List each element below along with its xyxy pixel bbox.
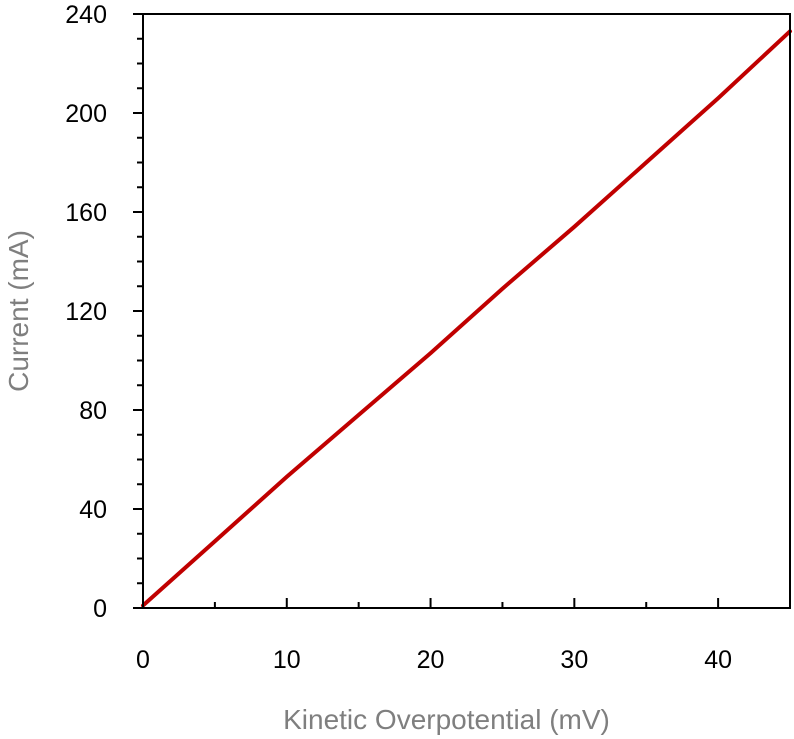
tick-labels: 0 40 80 120 160 200 240 0 10 20 30 40 [65,1,732,674]
plot-frame [142,13,791,609]
y-tick-label: 200 [65,100,107,128]
x-tick-label: 0 [136,646,150,674]
y-tick-label: 160 [65,199,107,227]
x-tick-label: 10 [273,646,301,674]
series-group [141,29,792,608]
x-axis-title: Kinetic Overpotential (mV) [283,704,610,735]
y-tick-label: 40 [79,496,107,524]
x-tick-label: 30 [560,646,588,674]
y-tick-label: 80 [79,397,107,425]
series-line [141,29,792,608]
y-tick-label: 240 [65,1,107,29]
x-tick-label: 40 [704,646,732,674]
x-tick-label: 20 [417,646,445,674]
y-tick-label: 120 [65,298,107,326]
y-axis-title: Current (mA) [3,230,34,392]
axis-ticks [133,13,791,609]
y-tick-label: 0 [93,595,107,623]
